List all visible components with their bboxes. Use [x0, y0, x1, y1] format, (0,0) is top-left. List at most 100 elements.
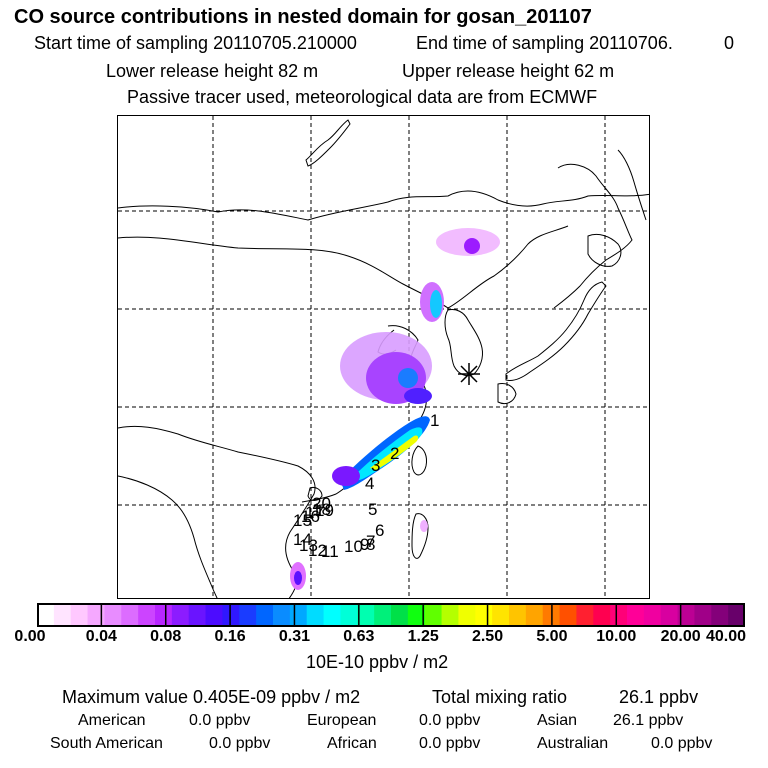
lake-baikal: [305, 119, 351, 167]
colorbar-units: 10E-10 ppbv / m2: [306, 652, 449, 672]
total-mixing-value: 26.1 ppbv: [619, 687, 699, 707]
colorbar-tick-label: 0.63: [343, 628, 375, 645]
colorbar-swatch: [509, 603, 527, 627]
colorbar-swatch: [407, 603, 426, 627]
colorbar-swatch: [188, 603, 207, 627]
colorbar-swatch: [306, 603, 325, 627]
region-name-african: African: [327, 735, 377, 752]
far-east-coast: [553, 163, 633, 309]
trajectory-label: 5: [368, 500, 377, 519]
colorbar-swatch: [256, 603, 274, 627]
colorbar-swatch: [374, 603, 392, 627]
plume-manchuria-core: [430, 290, 442, 318]
plume-southwest: [332, 466, 360, 486]
colorbar-swatch: [70, 603, 89, 627]
hainan: [307, 487, 323, 501]
end-time-suffix: 0: [724, 33, 735, 53]
colorbar-tick-label: 5.00: [536, 628, 568, 645]
hokkaido: [587, 233, 622, 267]
colorbar-tick-label: 0.04: [85, 628, 117, 645]
inner-border: [118, 225, 569, 309]
region-value-asian: 26.1 ppbv: [613, 712, 684, 729]
region-name-australian: Australian: [537, 735, 609, 752]
colorbar-swatch: [87, 603, 105, 627]
trajectory-label: 16: [301, 507, 320, 526]
plume-coastal-core: [354, 427, 423, 481]
trajectory-label: 12: [308, 541, 327, 560]
colorbar-swatch: [576, 603, 594, 627]
colorbar-swatch: [138, 603, 156, 627]
lower-release-height: Lower release height 82 m: [106, 61, 319, 81]
trajectory-label: 8: [366, 535, 375, 554]
colorbar-swatch: [627, 603, 645, 627]
colorbar-tick-label: 40.00: [705, 628, 747, 645]
colorbar-swatch: [441, 603, 459, 627]
philippines: [411, 513, 429, 559]
plume-central-core: [398, 368, 418, 388]
colorbar-swatch: [289, 603, 308, 627]
trajectory-label: 11: [321, 542, 339, 561]
kyushu: [497, 383, 517, 405]
region-value-african: 0.0 ppbv: [419, 735, 481, 752]
colorbar-swatch: [155, 603, 173, 627]
trajectory-label: 19: [315, 501, 334, 520]
trajectory-label: 20: [312, 494, 331, 513]
plume-south-spot: [420, 520, 428, 532]
myanmar-border: [118, 475, 218, 598]
trajectory-label: 13: [299, 536, 318, 555]
colorbar-swatch: [643, 603, 662, 627]
colorbar-swatch: [222, 603, 240, 627]
northern-border: [118, 190, 649, 221]
colorbar-swatch: [205, 603, 223, 627]
indochina-coast: [118, 425, 316, 598]
region-value-american: 0.0 ppbv: [189, 712, 251, 729]
colorbar-swatch: [492, 603, 510, 627]
trajectory-label: 2: [390, 444, 399, 463]
trajectory-label: 6: [375, 521, 384, 540]
colorbar-frame: [37, 603, 745, 627]
colorbar-swatch: [660, 603, 679, 627]
colorbar-swatch: [593, 603, 611, 627]
region-value-european: 0.0 ppbv: [419, 712, 481, 729]
colorbar-swatch: [728, 603, 745, 627]
taiwan: [411, 445, 427, 476]
plume-hainan-core: [294, 571, 302, 585]
gridlines-layer: [118, 116, 649, 598]
tracer-note: Passive tracer used, meteorological data…: [127, 87, 598, 107]
japan-islands: [505, 281, 607, 381]
colorbar-swatch: [239, 603, 257, 627]
colorbar-swatch: [475, 603, 493, 627]
colorbar-tick-label: 1.25: [407, 628, 439, 645]
colorbar-swatch: [525, 603, 544, 627]
plume-yellow-sea: [404, 388, 432, 404]
plot-title: CO source contributions in nested domain…: [14, 6, 592, 28]
trajectory-label: 17: [305, 503, 324, 522]
colorbar-swatch: [677, 603, 695, 627]
colorbar-tick-label: 0.31: [278, 628, 311, 645]
station-marker: [458, 363, 480, 385]
colorbar-tick-label: 0.08: [150, 628, 182, 645]
trajectory-label: 15: [293, 511, 312, 530]
colorbar-tick-label: 2.50: [471, 628, 504, 645]
upper-release-height: Upper release height 62 m: [402, 61, 615, 81]
trajectory-label: 10: [344, 537, 363, 556]
sakhalin-coast: [617, 149, 647, 221]
trajectory-label: 3: [371, 456, 380, 475]
region-value-australian: 0.0 ppbv: [651, 735, 713, 752]
trajectory-label: 9: [360, 535, 369, 554]
colorbar-swatch: [610, 603, 628, 627]
region-name-south-american: South American: [50, 735, 163, 752]
colorbar-swatch: [104, 603, 122, 627]
start-time: Start time of sampling 20110705.210000: [34, 33, 357, 53]
total-mixing-label: Total mixing ratio: [432, 687, 568, 707]
colorbar-swatch: [121, 603, 139, 627]
plume-coastal-hot: [370, 435, 419, 470]
plume-north-spot: [464, 238, 480, 254]
region-name-european: European: [307, 712, 377, 729]
colorbar-swatch: [391, 603, 409, 627]
colorbar-swatch: [53, 603, 72, 627]
trajectory-label: 18: [312, 500, 331, 519]
region-name-asian: Asian: [537, 712, 578, 729]
